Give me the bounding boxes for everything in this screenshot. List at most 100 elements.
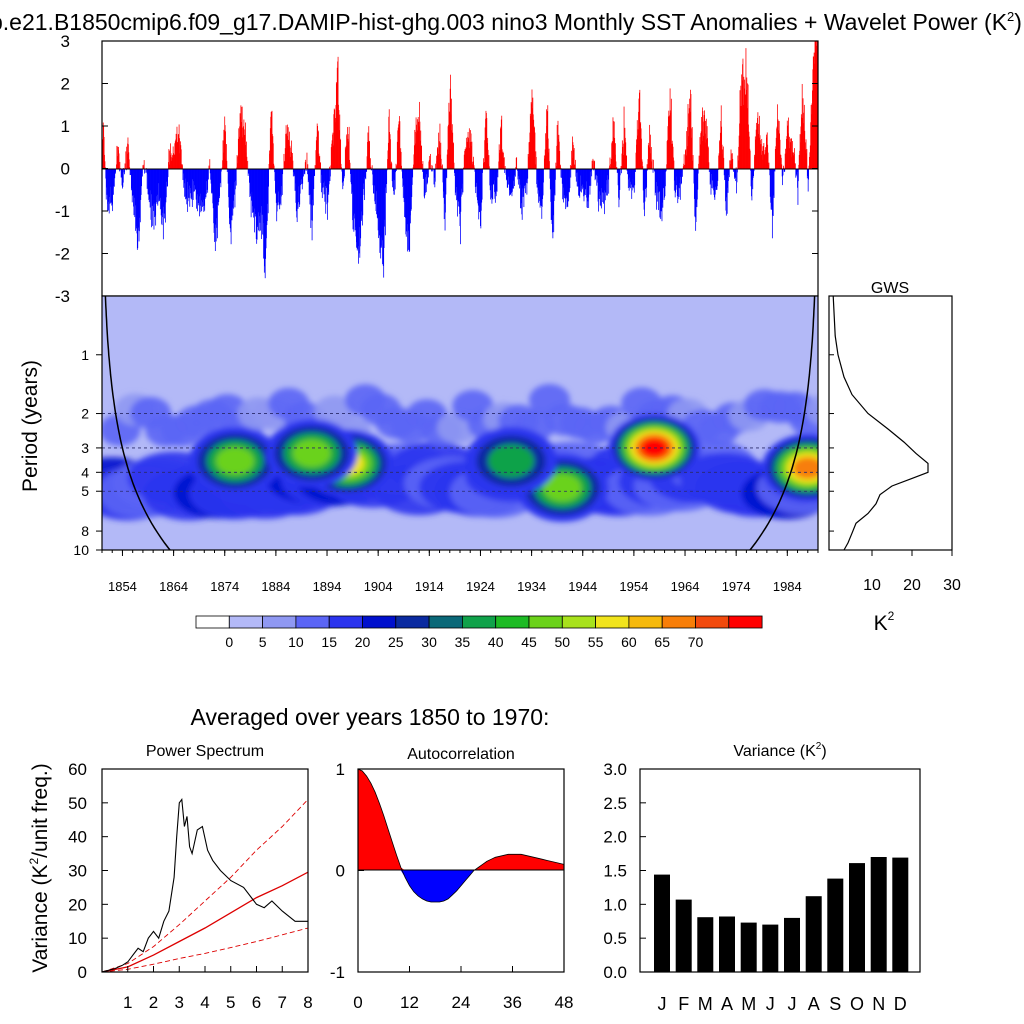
anomaly-bar (683, 154, 685, 169)
anomaly-bar (490, 168, 492, 200)
anomaly-bar (266, 168, 268, 221)
anomaly-bar (797, 168, 798, 188)
anomaly-bar (182, 168, 184, 174)
anomaly-bar (507, 168, 509, 188)
anomaly-bar (231, 168, 233, 208)
anomaly-bar (757, 133, 759, 169)
anomaly-bar (643, 168, 645, 210)
anomaly-bar (778, 121, 780, 169)
anomaly-bar (650, 147, 652, 169)
anomaly-bar (272, 136, 274, 169)
anomaly-bar (582, 168, 584, 185)
y-tick-label: 3.0 (603, 760, 627, 779)
anomaly-bar (586, 168, 587, 198)
anomaly-bar (333, 145, 334, 169)
anomaly-bar (507, 168, 509, 177)
anomaly-bar (766, 132, 768, 169)
anomaly-bar (425, 168, 427, 193)
variance-bar (784, 917, 800, 972)
anomaly-bar (114, 168, 116, 179)
anomaly-bar (348, 126, 350, 169)
anomaly-bar (815, 41, 816, 169)
anomaly-bar (165, 168, 167, 203)
anomaly-bar (655, 168, 657, 193)
anomaly-bar (769, 168, 771, 176)
anomaly-bar (495, 168, 497, 197)
anomaly-bar (194, 168, 195, 192)
anomaly-bar (310, 168, 312, 228)
anomaly-bar (529, 113, 531, 169)
anomaly-bar (131, 168, 133, 203)
anomaly-bar (229, 168, 230, 225)
anomaly-bar (455, 168, 457, 193)
anomaly-bar (687, 104, 689, 169)
anomaly-bar (489, 168, 491, 186)
x-tick-label: 1954 (619, 579, 648, 594)
anomaly-bar (208, 165, 210, 169)
anomaly-bar (772, 168, 774, 216)
anomaly-bar (491, 168, 493, 204)
anomaly-bar (676, 168, 677, 177)
anomaly-bar (556, 145, 558, 169)
anomaly-bar (503, 157, 505, 169)
anomaly-bar (809, 152, 811, 169)
anomaly-bar (588, 168, 590, 208)
anomaly-bar (664, 168, 666, 197)
anomaly-bar (589, 168, 590, 186)
anomaly-bar (212, 168, 214, 204)
anomaly-bar (607, 168, 609, 180)
anomaly-bar (448, 124, 449, 169)
anomaly-bar (119, 161, 121, 169)
cone-of-influence-right (748, 296, 816, 550)
anomaly-bar (480, 168, 482, 229)
anomaly-bar (442, 164, 443, 169)
anomaly-bar (171, 155, 173, 169)
anomaly-bar (382, 168, 384, 266)
anomaly-bar (378, 168, 380, 218)
anomaly-bar (142, 164, 144, 169)
anomaly-bar (622, 146, 624, 169)
anomaly-bar (808, 165, 810, 169)
anomaly-bar (380, 168, 382, 246)
anomaly-bar (346, 133, 348, 169)
cone-of-influence-left (104, 296, 172, 550)
anomaly-bar (566, 168, 567, 199)
anomaly-bar (105, 168, 107, 179)
anomaly-bar (169, 154, 171, 169)
anomaly-bar (489, 168, 491, 191)
anomaly-bar (612, 140, 613, 169)
anomaly-bar (812, 56, 814, 169)
anomaly-bar (406, 168, 408, 232)
anomaly-bar (456, 168, 457, 201)
anomaly-bar (766, 137, 768, 169)
anomaly-bar (697, 168, 699, 190)
anomaly-bar (241, 122, 243, 169)
anomaly-bar (729, 160, 731, 169)
anomaly-bar (314, 168, 316, 176)
anomaly-bar (659, 168, 661, 211)
anomaly-bar (551, 168, 552, 220)
anomaly-bar (716, 168, 717, 189)
power-spectrum-title: Power Spectrum (146, 743, 264, 760)
anomaly-bar (168, 162, 169, 169)
anomaly-bar (659, 168, 660, 192)
anomaly-bar (242, 137, 243, 169)
anomaly-bar (617, 168, 619, 186)
anomaly-bar (112, 168, 114, 189)
anomaly-bar (344, 147, 346, 169)
anomaly-bar (468, 139, 469, 169)
anomaly-bar (787, 133, 789, 169)
anomaly-bar (522, 168, 524, 197)
anomaly-bar (193, 168, 195, 192)
anomaly-bar (443, 168, 445, 192)
anomaly-bar (479, 168, 481, 208)
anomaly-bar (114, 168, 116, 172)
anomaly-bar (149, 168, 151, 200)
anomaly-bar (538, 168, 540, 191)
anomaly-bar (639, 89, 641, 169)
anomaly-bar (244, 145, 246, 169)
anomaly-bar (494, 168, 496, 203)
anomaly-bar (273, 165, 275, 169)
anomaly-bar (799, 134, 801, 169)
averaged-subtitle: Averaged over years 1850 to 1970: (191, 704, 550, 730)
